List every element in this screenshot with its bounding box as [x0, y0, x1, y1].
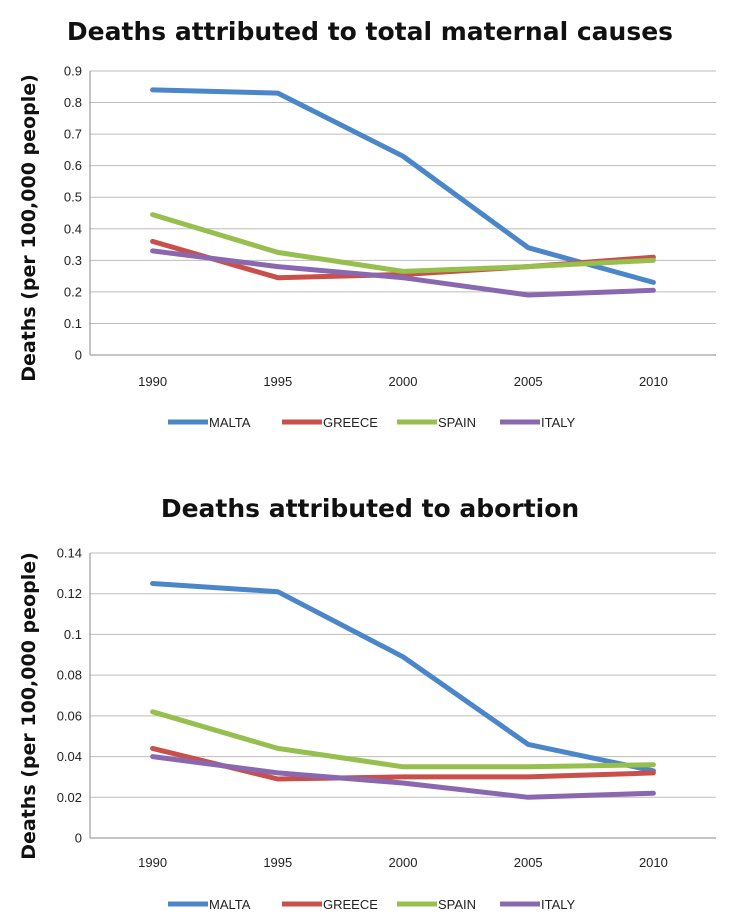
y-axis-label: Deaths (per 100,000 people) [18, 74, 40, 382]
y-tick-label: 0.5 [64, 190, 82, 205]
y-tick-labels: 0 0.02 0.04 0.06 0.08 0.1 0.12 0.14 [57, 546, 82, 846]
y-tick-label: 0 [75, 348, 82, 363]
x-tick-label: 1995 [263, 855, 292, 870]
series-lines [150, 87, 656, 298]
y-tick-label: 0.14 [57, 546, 82, 561]
x-tick-label: 2010 [639, 855, 668, 870]
y-tick-label: 0.1 [64, 316, 82, 331]
chart-title: Deaths attributed to abortion [161, 494, 579, 523]
y-tick-label: 0.3 [64, 253, 82, 268]
y-tick-label: 0.08 [57, 668, 82, 683]
x-tick-label: 2005 [514, 855, 543, 870]
chart-abortion: Deaths attributed to abortion Deaths (pe… [18, 494, 716, 912]
y-tick-label: 0.04 [57, 749, 82, 764]
x-tick-label: 2005 [514, 374, 543, 389]
chart-title: Deaths attributed to total maternal caus… [67, 17, 673, 46]
y-tick-label: 0.02 [57, 790, 82, 805]
x-tick-label: 2000 [389, 374, 418, 389]
y-tick-label: 0.2 [64, 284, 82, 299]
x-tick-label: 2000 [389, 855, 418, 870]
x-tick-label: 1990 [138, 374, 167, 389]
legend-label-greece: GREECE [323, 415, 378, 430]
legend-label-greece: GREECE [323, 897, 378, 912]
y-tick-labels: 0 0.1 0.2 0.3 0.4 0.5 0.6 0.7 0.8 0.9 [64, 64, 82, 363]
y-tick-label: 0.7 [64, 127, 82, 142]
legend-label-spain: SPAIN [438, 415, 476, 430]
y-tick-label: 0.6 [64, 158, 82, 173]
x-tick-label: 2010 [639, 374, 668, 389]
y-tick-label: 0.12 [57, 586, 82, 601]
series-line-italy [150, 248, 656, 298]
series-line-malta [150, 581, 656, 774]
x-tick-label: 1990 [138, 855, 167, 870]
legend-label-spain: SPAIN [438, 897, 476, 912]
legend-label-italy: ITALY [541, 897, 576, 912]
series-line-italy [150, 754, 656, 800]
legend-label-italy: ITALY [541, 415, 576, 430]
gridlines [89, 70, 716, 356]
legend: MALTA GREECE SPAIN ITALY [168, 897, 576, 912]
chart-maternal-causes: Deaths attributed to total maternal caus… [18, 17, 716, 430]
y-tick-label: 0.1 [64, 627, 82, 642]
legend-label-malta: MALTA [209, 897, 251, 912]
x-tick-labels: 1990 1995 2000 2005 2010 [138, 855, 668, 870]
series-lines [150, 581, 656, 800]
series-line-malta [150, 87, 656, 285]
x-tick-labels: 1990 1995 2000 2005 2010 [138, 374, 668, 389]
y-tick-label: 0.9 [64, 64, 82, 79]
y-tick-label: 0.4 [64, 221, 82, 236]
y-tick-label: 0.8 [64, 95, 82, 110]
series-line-spain [150, 212, 656, 274]
y-tick-label: 0.06 [57, 708, 82, 723]
series-line-spain [150, 709, 656, 770]
y-tick-label: 0 [75, 831, 82, 846]
legend-label-malta: MALTA [209, 415, 251, 430]
y-axis-label: Deaths (per 100,000 people) [18, 552, 40, 860]
legend: MALTA GREECE SPAIN ITALY [168, 415, 576, 430]
x-tick-label: 1995 [263, 374, 292, 389]
